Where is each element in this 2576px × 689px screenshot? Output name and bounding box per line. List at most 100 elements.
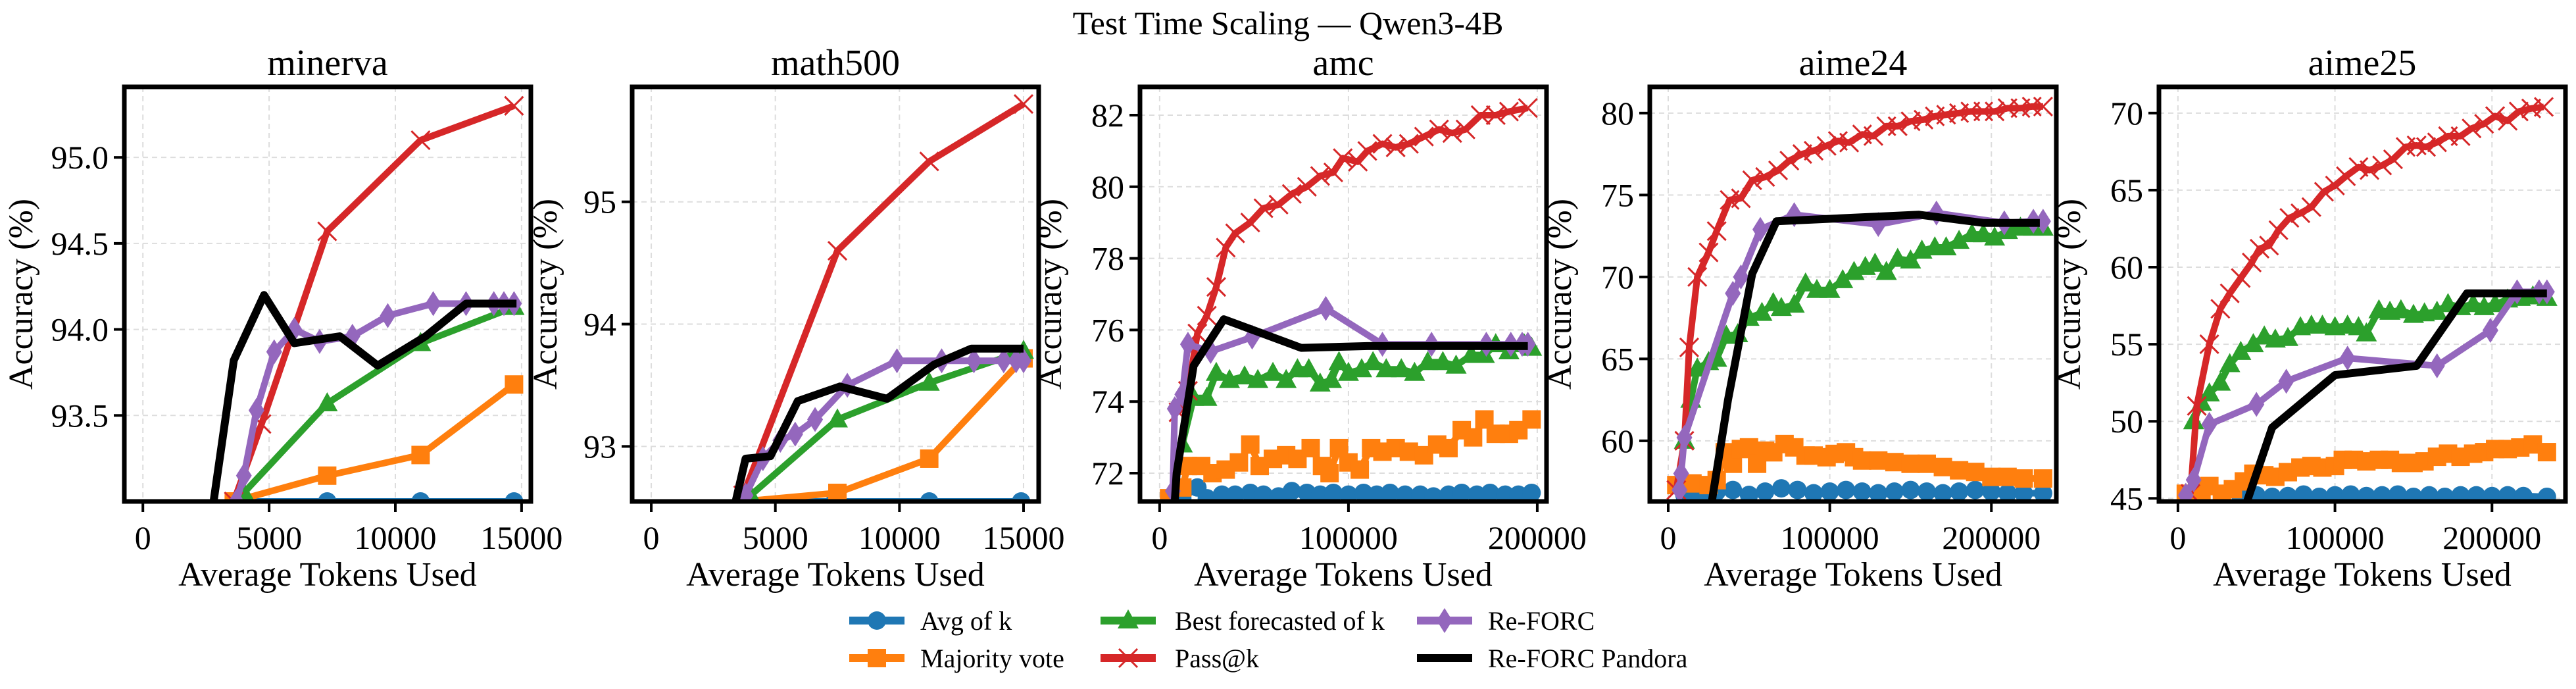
data-point <box>1698 242 1719 263</box>
data-point <box>2259 236 2279 256</box>
data-point <box>2277 326 2298 346</box>
data-point <box>1321 369 1343 388</box>
series-line <box>241 303 516 496</box>
data-point <box>1404 361 1425 381</box>
data-point <box>1301 438 1320 457</box>
series-best-forecasted-of-k <box>1172 333 1543 453</box>
data-point <box>1948 230 1970 249</box>
y-tick-label: 65 <box>1601 340 1634 377</box>
x-tick-label: 10000 <box>858 519 941 556</box>
data-point <box>1679 337 1699 357</box>
data-point <box>1399 134 1419 154</box>
data-point <box>1229 453 1249 472</box>
data-point <box>828 483 847 501</box>
x-tick-label: 5000 <box>743 519 808 556</box>
data-point <box>1015 348 1031 374</box>
data-point <box>2498 111 2518 131</box>
data-point <box>2462 118 2482 139</box>
series-pass-k <box>2180 97 2554 501</box>
data-point <box>1452 483 1472 501</box>
data-point <box>2498 486 2517 501</box>
data-point <box>1518 98 1538 118</box>
panel-minerva: minerva 0 5000 10000 15000 93.5 94.0 94.5 95.0 Av… <box>3 43 562 594</box>
series-group <box>1160 98 1543 501</box>
data-point <box>1839 132 1860 153</box>
data-point <box>807 407 824 432</box>
y-tick-label: 95.0 <box>51 139 109 176</box>
data-point <box>2219 283 2240 303</box>
y-tick-label: 95 <box>583 184 616 220</box>
data-point <box>1179 332 1196 357</box>
y-tick-label: 80 <box>1601 95 1634 132</box>
x-axis-label: Average Tokens Used <box>686 556 985 594</box>
data-point <box>1197 305 1217 326</box>
x-tick-label: 0 <box>2169 519 2186 556</box>
y-tick-label: 70 <box>2110 95 2143 132</box>
legend-entry: Avg of k <box>849 606 1012 636</box>
data-point <box>1901 480 1920 499</box>
x-tick-label: 200000 <box>1488 519 1587 556</box>
data-point <box>1424 487 1443 501</box>
data-point <box>2177 482 2194 501</box>
data-point <box>1522 483 1541 501</box>
y-tick-label: 70 <box>1601 259 1634 295</box>
series-re-forc-pandora <box>1708 211 2040 501</box>
x-tick-label: 0 <box>643 519 660 556</box>
y-tick-label: 94.5 <box>51 225 109 262</box>
data-point <box>1310 166 1330 186</box>
data-point <box>1869 451 1888 470</box>
data-point <box>1998 484 2017 501</box>
data-point <box>1241 435 1260 454</box>
y-tick-label: 74 <box>1091 383 1124 420</box>
axes-frame <box>1137 84 1549 504</box>
data-point <box>1768 160 1789 181</box>
data-point <box>2539 279 2555 305</box>
y-axis-label: Accuracy (%) <box>1031 199 1069 390</box>
data-point <box>1166 396 1183 422</box>
axes-frame <box>630 84 1041 504</box>
data-point <box>1966 463 1985 482</box>
series-line <box>2187 103 2544 494</box>
series-re-forc-pandora <box>209 291 517 501</box>
data-point <box>2508 101 2529 122</box>
series-re-forc-pandora <box>731 344 1024 501</box>
series-avg-of-k <box>1675 479 2052 501</box>
series-majority-vote <box>2176 435 2556 501</box>
data-point <box>2033 96 2053 116</box>
panel-math500: math500 0 5000 10000 15000 93 94 95 Average Toke… <box>527 43 1064 594</box>
legend-entry: Pass@k <box>1101 644 1259 673</box>
data-point <box>1429 119 1449 140</box>
data-point <box>2210 371 2231 391</box>
series-avg-of-k <box>2231 485 2556 501</box>
data-point <box>2415 137 2437 157</box>
data-point <box>317 221 337 242</box>
series-re-forc-pandora <box>2243 289 2547 501</box>
data-point <box>2474 114 2494 134</box>
y-tick-label: 55 <box>2110 326 2143 363</box>
data-point <box>1468 485 1487 501</box>
y-tick-label: 82 <box>1091 97 1124 134</box>
data-point <box>920 449 939 468</box>
data-point <box>919 151 939 172</box>
series-group <box>209 95 525 501</box>
series-line <box>233 300 514 501</box>
x-axis-label: Average Tokens Used <box>2213 556 2512 594</box>
data-point <box>1792 144 1812 165</box>
y-tick-label: 72 <box>1091 455 1124 492</box>
data-point <box>2336 166 2356 186</box>
data-point <box>2426 300 2448 320</box>
legend-entry: Majority vote <box>849 644 1064 673</box>
data-point <box>1816 136 1837 156</box>
data-point <box>2248 392 2265 417</box>
data-point <box>1998 467 2017 486</box>
x-tick-label: 0 <box>135 519 151 556</box>
data-point <box>1432 351 1454 370</box>
panel-title: amc <box>1312 43 1374 84</box>
data-point <box>1485 105 1506 126</box>
data-point <box>2278 486 2297 501</box>
data-point <box>2294 485 2313 501</box>
x-axis-label: Average Tokens Used <box>178 556 477 594</box>
data-point <box>1282 482 1301 501</box>
data-point <box>2314 182 2334 202</box>
x-tick-label: 5000 <box>236 519 302 556</box>
